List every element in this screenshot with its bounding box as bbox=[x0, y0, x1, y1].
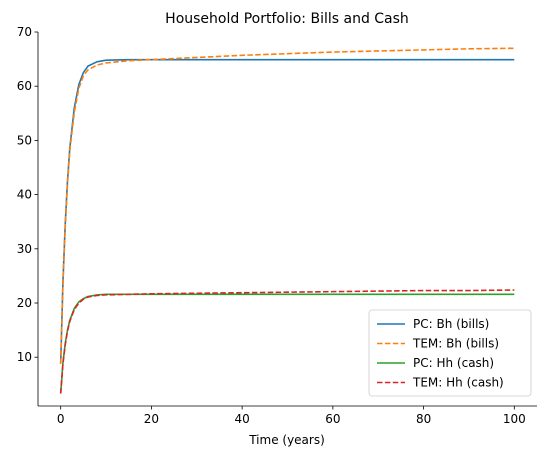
x-tick-label: 20 bbox=[144, 412, 159, 426]
x-axis-title: Time (years) bbox=[248, 433, 325, 447]
y-tick-label: 30 bbox=[17, 242, 32, 256]
y-tick-label: 60 bbox=[17, 79, 32, 93]
x-tick-label: 60 bbox=[325, 412, 340, 426]
y-tick-label: 50 bbox=[17, 133, 32, 147]
series-line-4 bbox=[59, 289, 515, 394]
legend-label-1: PC: Bh (bills) bbox=[413, 317, 489, 331]
series-line-2 bbox=[59, 47, 515, 364]
plot-area: 0 20 40 60 80 100 10 20 30 40 50 60 70 PC: Bh (bills)… bbox=[17, 25, 537, 426]
x-tick-label: 40 bbox=[234, 412, 249, 426]
legend-label-3: PC: Hh (cash) bbox=[413, 356, 494, 370]
x-tick-label: 100 bbox=[503, 412, 526, 426]
legend-label-2: TEM: Bh (bills) bbox=[412, 337, 499, 351]
y-tick-label: 70 bbox=[17, 25, 32, 39]
x-tick-label: 0 bbox=[57, 412, 65, 426]
y-tick-label: 40 bbox=[17, 188, 32, 202]
legend-box bbox=[368, 309, 532, 397]
x-tick-label: 80 bbox=[416, 412, 431, 426]
y-tick-label: 10 bbox=[17, 350, 32, 364]
legend: PC: Bh (bills) TEM: Bh (bills) PC: Hh (cas… bbox=[368, 309, 532, 397]
y-tick-label: 20 bbox=[17, 296, 32, 310]
legend-label-4: TEM: Hh (cash) bbox=[412, 376, 504, 390]
chart-title: Household Portfolio: Bills and Cash bbox=[165, 11, 409, 27]
